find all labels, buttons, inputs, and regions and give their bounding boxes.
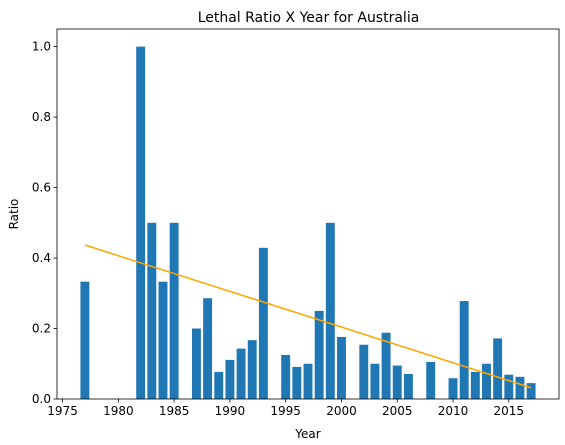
bar-1995 bbox=[281, 354, 291, 399]
trend-line bbox=[84, 244, 532, 389]
bar-1989 bbox=[214, 371, 224, 399]
x-tick-label: 1995 bbox=[270, 404, 301, 418]
bar-2000 bbox=[337, 336, 346, 399]
bar-2002 bbox=[359, 344, 369, 399]
chart-title: Lethal Ratio X Year for Australia bbox=[198, 10, 420, 26]
bar-1997 bbox=[303, 363, 313, 399]
bar-1977 bbox=[80, 281, 90, 399]
bar-1993 bbox=[258, 247, 268, 399]
bar-2014 bbox=[493, 338, 503, 399]
bar-2010 bbox=[448, 378, 458, 399]
trend-line-layer bbox=[84, 244, 532, 389]
bar-1998 bbox=[314, 310, 324, 399]
y-axis-ticks: 0.0 0.2 0.4 0.6 0.8 1.0 bbox=[32, 40, 57, 406]
plot-frame bbox=[56, 28, 560, 400]
bar-2006 bbox=[403, 373, 413, 399]
bar-2016 bbox=[515, 376, 525, 399]
y-tick-label: 0.4 bbox=[32, 251, 51, 265]
bar-1999 bbox=[325, 222, 335, 399]
x-tick-label: 2015 bbox=[494, 404, 525, 418]
bar-2011 bbox=[459, 301, 469, 399]
bar-2012 bbox=[470, 371, 480, 399]
bar-1983 bbox=[147, 222, 157, 399]
y-tick-label: 0.0 bbox=[32, 392, 51, 406]
bar-1982 bbox=[136, 46, 146, 399]
x-tick-label: 2000 bbox=[326, 404, 357, 418]
bar-1991 bbox=[236, 348, 246, 399]
bar-2015 bbox=[504, 374, 514, 399]
y-tick-label: 1.0 bbox=[32, 40, 51, 54]
x-tick-label: 1985 bbox=[159, 404, 190, 418]
y-tick-label: 0.8 bbox=[32, 110, 51, 124]
bar-2003 bbox=[370, 363, 380, 399]
y-tick-label: 0.6 bbox=[32, 181, 51, 195]
bar-2004 bbox=[381, 332, 391, 399]
bar-2008 bbox=[426, 362, 436, 399]
y-axis-label: Ratio bbox=[7, 199, 21, 230]
bar-2017 bbox=[526, 383, 536, 399]
y-tick-label: 0.2 bbox=[32, 322, 51, 336]
x-tick-label: 1975 bbox=[47, 404, 78, 418]
bar-2005 bbox=[392, 365, 402, 399]
x-tick-label: 2010 bbox=[438, 404, 469, 418]
bar-1990 bbox=[225, 359, 235, 399]
bar-1987 bbox=[191, 328, 201, 399]
bar-1984 bbox=[158, 281, 168, 399]
bar-2013 bbox=[482, 363, 491, 399]
bar-1988 bbox=[203, 298, 213, 399]
x-axis-label: Year bbox=[294, 427, 320, 441]
x-tick-label: 1990 bbox=[215, 404, 246, 418]
x-axis-ticks: 1975 1980 1985 1990 1995 2000 2005 2010 2015 bbox=[47, 399, 524, 418]
x-tick-label: 2005 bbox=[382, 404, 413, 418]
bar-1992 bbox=[247, 340, 257, 399]
bars bbox=[80, 46, 536, 399]
x-tick-label: 1980 bbox=[103, 404, 134, 418]
bar-1985 bbox=[169, 222, 179, 399]
bar-1996 bbox=[292, 366, 302, 399]
